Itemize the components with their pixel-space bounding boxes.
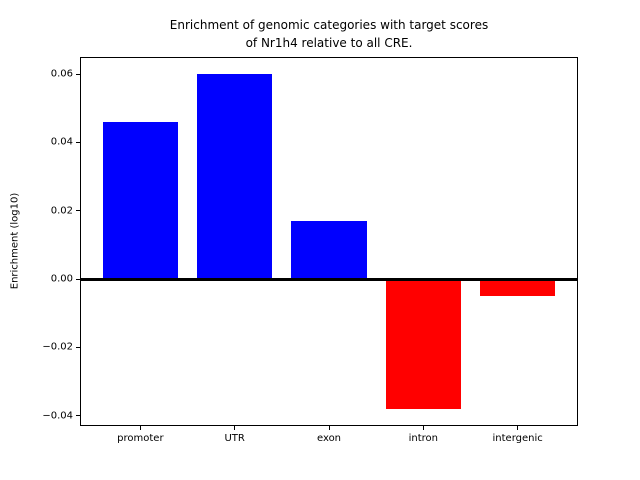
y-tick-mark bbox=[76, 278, 80, 280]
x-tick-label-intron: intron bbox=[408, 433, 439, 444]
x-tick-mark bbox=[139, 426, 141, 430]
x-tick-label-intergenic: intergenic bbox=[492, 433, 543, 444]
y-tick-label: 0.00 bbox=[50, 273, 73, 285]
y-tick-mark bbox=[76, 73, 80, 75]
chart-title: Enrichment of genomic categories with ta… bbox=[80, 16, 578, 52]
plot-area bbox=[80, 57, 578, 426]
y-tick-label: −0.04 bbox=[42, 410, 73, 422]
y-tick-mark bbox=[76, 346, 80, 348]
y-tick-mark bbox=[76, 210, 80, 212]
x-tick-mark bbox=[328, 426, 330, 430]
bar-exon bbox=[291, 221, 367, 280]
zero-baseline bbox=[81, 277, 577, 281]
y-tick-label: 0.04 bbox=[50, 136, 73, 148]
x-tick-label-promoter: promoter bbox=[117, 433, 164, 444]
chart-title-line2: of Nr1h4 relative to all CRE. bbox=[245, 36, 413, 50]
bar-promoter bbox=[102, 121, 179, 280]
y-tick-label: 0.06 bbox=[50, 68, 73, 80]
x-tick-mark bbox=[517, 426, 519, 430]
y-tick-label: 0.02 bbox=[50, 205, 73, 217]
y-axis-label: Enrichment (log10) bbox=[9, 192, 21, 290]
x-tick-mark bbox=[422, 426, 424, 430]
y-tick-label: −0.02 bbox=[42, 341, 73, 353]
chart-title-line1: Enrichment of genomic categories with ta… bbox=[169, 18, 489, 32]
x-tick-mark bbox=[234, 426, 236, 430]
bar-intron bbox=[385, 279, 462, 409]
y-tick-mark bbox=[76, 141, 80, 143]
bar-UTR bbox=[196, 74, 273, 280]
x-tick-label-UTR: UTR bbox=[224, 433, 245, 444]
bar-intergenic bbox=[479, 279, 556, 297]
y-tick-mark bbox=[76, 415, 80, 417]
x-tick-label-exon: exon bbox=[316, 433, 342, 444]
